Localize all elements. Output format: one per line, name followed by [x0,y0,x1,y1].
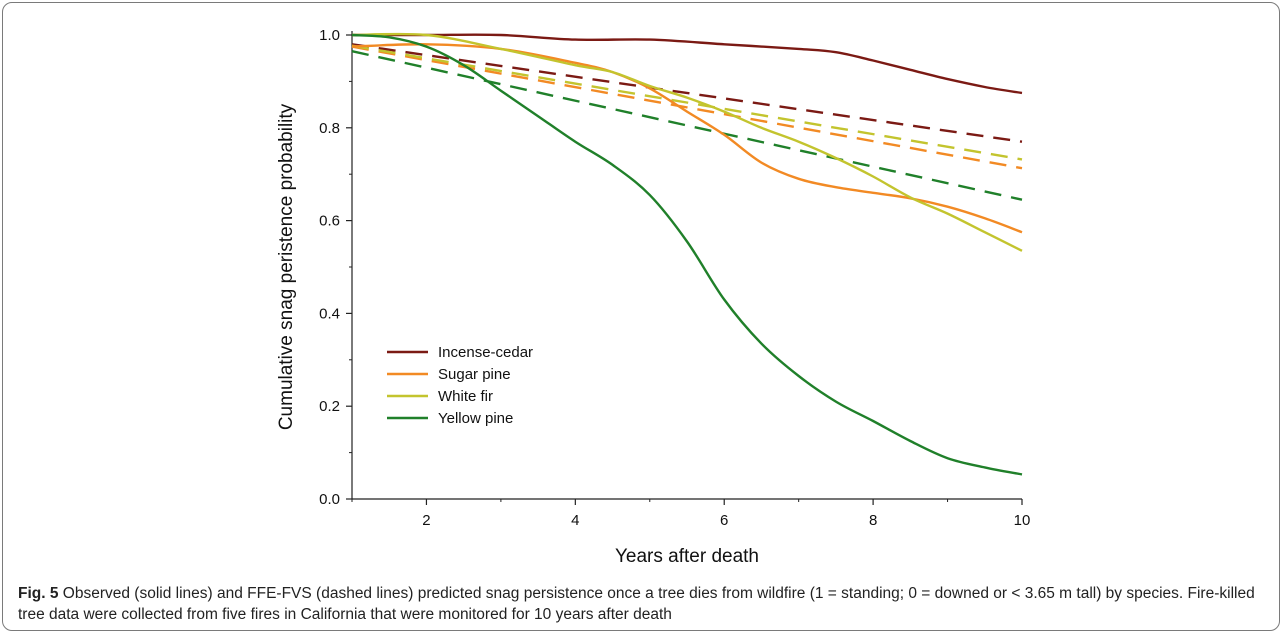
figure-frame [2,2,1280,631]
series-line-incense-cedar-predicted [351,43,1023,143]
series-line-incense-cedar-observed [352,33,1023,95]
x-tick-label: 2 [422,512,430,529]
x-tick-label: 4 [571,512,579,529]
y-tick-label: 0.4 [319,305,340,322]
x-tick-label: 8 [869,512,877,529]
legend-label-white-fir: White fir [438,388,493,405]
x-tick-label: 6 [720,512,728,529]
figure-caption-label: Fig. 5 [18,585,59,602]
x-axis-label: Years after death [615,546,759,567]
y-tick-label: 0.8 [319,120,340,137]
series-line-white-fir-observed [351,32,1023,252]
figure-caption: Fig. 5 Observed (solid lines) and FFE-FV… [18,583,1268,625]
legend-label-incense-cedar: Incense-cedar [438,344,533,361]
x-tick-label: 10 [1014,512,1031,529]
y-tick-label: 0.2 [319,398,340,415]
series-line-sugar-pine-observed [351,43,1023,234]
y-tick-label: 0.0 [319,491,340,508]
legend-label-yellow-pine: Yellow pine [438,410,513,427]
chart-axes: 2 4 6 8 10 0.0 0.2 0.4 0.6 0.8 1.0 [319,27,1030,529]
series-line-yellow-pine-observed [351,33,1023,476]
y-tick-label: 0.6 [319,213,340,230]
chart-series [351,32,1023,476]
y-tick-label: 1.0 [319,27,340,44]
series-line-sugar-pine-predicted [351,45,1023,170]
figure-caption-text: Observed (solid lines) and FFE-FVS (dash… [18,585,1255,623]
line-chart: 2 4 6 8 10 0.0 0.2 0.4 0.6 0.8 1.0 Incense-cedar Su… [276,27,1030,567]
legend-label-sugar-pine: Sugar pine [438,366,511,383]
y-axis-label: Cumulative snag peristence probability [276,103,297,430]
series-line-yellow-pine-predicted [351,50,1023,201]
series-line-white-fir-predicted [351,44,1023,161]
chart-legend: Incense-cedar Sugar pine White fir Yellow p… [387,344,533,427]
